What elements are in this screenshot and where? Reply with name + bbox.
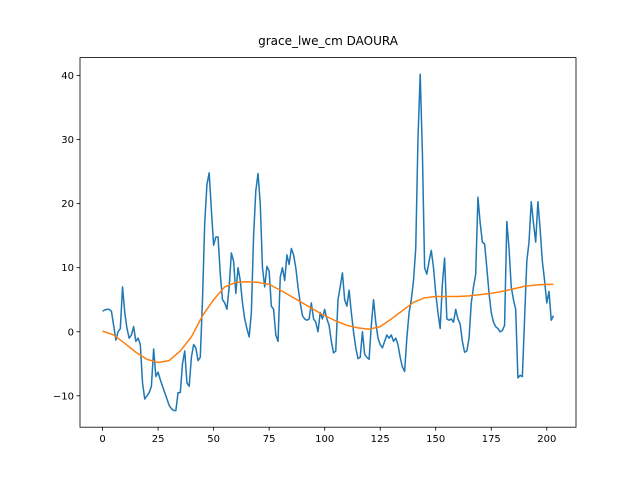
x-tick-label: 200 [537, 434, 556, 445]
y-tick-label: −10 [53, 391, 74, 402]
plot-frame [79, 57, 577, 428]
series-line [102, 281, 554, 364]
x-tick-label: 25 [152, 434, 165, 445]
x-tick-label: 125 [371, 434, 390, 445]
y-tick-label: 10 [61, 263, 74, 274]
y-tick-label: 20 [61, 199, 74, 210]
series-line [102, 73, 555, 412]
x-tick-label: 50 [207, 434, 220, 445]
y-tick-label: 0 [68, 327, 74, 338]
x-tick-label: 75 [263, 434, 276, 445]
x-tick-label: 175 [482, 434, 501, 445]
chart-title: grace_lwe_cm DAOURA [258, 34, 399, 48]
x-tick-label: 0 [99, 434, 105, 445]
x-tick-label: 100 [315, 434, 334, 445]
x-tick-label: 150 [426, 434, 445, 445]
y-tick-label: 30 [61, 135, 74, 146]
y-tick-label: 40 [61, 71, 74, 82]
